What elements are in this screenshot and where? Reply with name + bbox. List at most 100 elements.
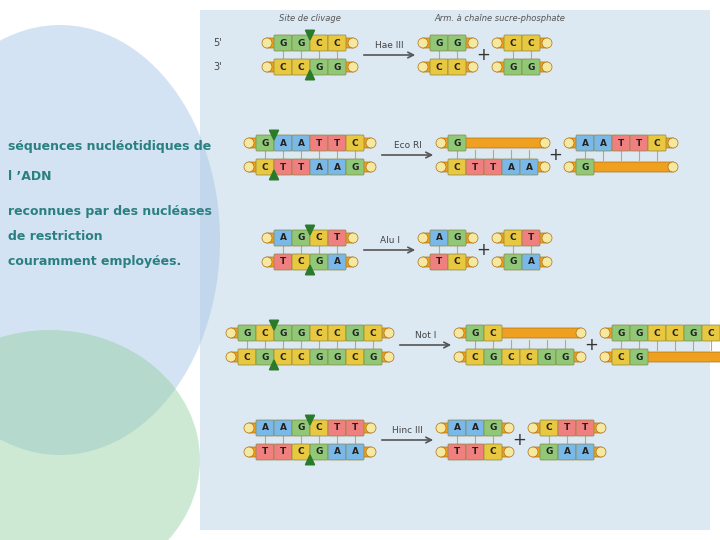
Text: +: +	[548, 146, 562, 164]
Text: G: G	[689, 328, 697, 338]
FancyBboxPatch shape	[568, 162, 674, 172]
Text: Alu I: Alu I	[379, 236, 400, 245]
FancyBboxPatch shape	[346, 420, 364, 436]
Text: G: G	[261, 353, 269, 361]
Text: G: G	[544, 353, 551, 361]
FancyBboxPatch shape	[422, 62, 474, 72]
Polygon shape	[305, 30, 315, 40]
FancyBboxPatch shape	[430, 59, 448, 75]
Circle shape	[348, 233, 358, 243]
Polygon shape	[305, 225, 315, 235]
FancyBboxPatch shape	[346, 135, 364, 151]
Text: A: A	[436, 233, 443, 242]
Polygon shape	[305, 415, 315, 425]
Text: A: A	[333, 258, 341, 267]
Circle shape	[418, 257, 428, 267]
FancyBboxPatch shape	[522, 35, 540, 51]
Text: C: C	[315, 423, 323, 433]
Text: G: G	[617, 328, 625, 338]
FancyBboxPatch shape	[558, 420, 576, 436]
Circle shape	[348, 62, 358, 72]
FancyBboxPatch shape	[466, 349, 484, 365]
Text: Arm. à chaîne sucre-phosphate: Arm. à chaîne sucre-phosphate	[435, 14, 565, 23]
Text: Not I: Not I	[415, 331, 436, 340]
Polygon shape	[305, 70, 315, 80]
FancyBboxPatch shape	[248, 138, 372, 148]
FancyBboxPatch shape	[440, 162, 546, 172]
FancyBboxPatch shape	[502, 349, 520, 365]
Text: C: C	[261, 328, 269, 338]
FancyBboxPatch shape	[292, 59, 310, 75]
Circle shape	[244, 162, 254, 172]
FancyBboxPatch shape	[430, 230, 448, 246]
Circle shape	[600, 328, 610, 338]
Circle shape	[244, 138, 254, 148]
FancyBboxPatch shape	[448, 444, 466, 460]
Text: G: G	[581, 163, 589, 172]
FancyBboxPatch shape	[440, 138, 546, 148]
Circle shape	[540, 138, 550, 148]
Text: G: G	[297, 423, 305, 433]
Polygon shape	[269, 360, 279, 370]
Text: G: G	[509, 258, 517, 267]
Text: C: C	[526, 353, 532, 361]
FancyBboxPatch shape	[292, 230, 310, 246]
Text: G: G	[472, 328, 479, 338]
Text: A: A	[351, 448, 359, 456]
Text: G: G	[490, 423, 497, 433]
FancyBboxPatch shape	[310, 230, 328, 246]
Text: G: G	[333, 353, 341, 361]
FancyBboxPatch shape	[422, 257, 474, 267]
Circle shape	[384, 352, 394, 362]
FancyBboxPatch shape	[504, 59, 522, 75]
Circle shape	[468, 257, 478, 267]
Polygon shape	[305, 265, 315, 275]
Text: Site de clivage: Site de clivage	[279, 14, 341, 23]
FancyBboxPatch shape	[266, 233, 354, 243]
Text: G: G	[351, 163, 359, 172]
FancyBboxPatch shape	[364, 349, 382, 365]
Text: G: G	[297, 328, 305, 338]
FancyBboxPatch shape	[496, 257, 548, 267]
FancyBboxPatch shape	[666, 325, 684, 341]
FancyBboxPatch shape	[466, 420, 484, 436]
Text: T: T	[564, 423, 570, 433]
FancyBboxPatch shape	[328, 135, 346, 151]
Circle shape	[436, 447, 446, 457]
FancyBboxPatch shape	[448, 254, 466, 270]
Text: G: G	[545, 448, 553, 456]
Circle shape	[262, 38, 272, 48]
Text: +: +	[584, 336, 598, 354]
Text: 3': 3'	[213, 62, 222, 72]
FancyBboxPatch shape	[522, 254, 540, 270]
Text: +: +	[512, 431, 526, 449]
Text: G: G	[635, 328, 643, 338]
Circle shape	[366, 423, 376, 433]
Text: G: G	[333, 63, 341, 71]
FancyBboxPatch shape	[310, 59, 328, 75]
Text: G: G	[454, 138, 461, 147]
Text: A: A	[582, 138, 588, 147]
Text: C: C	[279, 63, 287, 71]
FancyBboxPatch shape	[310, 159, 328, 175]
FancyBboxPatch shape	[310, 349, 328, 365]
FancyBboxPatch shape	[292, 325, 310, 341]
Text: T: T	[298, 163, 304, 172]
FancyBboxPatch shape	[274, 325, 292, 341]
Text: C: C	[490, 448, 496, 456]
FancyBboxPatch shape	[274, 444, 292, 460]
Text: C: C	[297, 353, 305, 361]
FancyBboxPatch shape	[274, 420, 292, 436]
FancyBboxPatch shape	[458, 328, 582, 338]
Text: C: C	[654, 328, 660, 338]
Text: G: G	[315, 448, 323, 456]
Text: G: G	[351, 328, 359, 338]
FancyBboxPatch shape	[448, 230, 466, 246]
FancyBboxPatch shape	[448, 135, 466, 151]
FancyBboxPatch shape	[346, 349, 364, 365]
Ellipse shape	[0, 330, 200, 540]
FancyBboxPatch shape	[466, 444, 484, 460]
Circle shape	[348, 38, 358, 48]
Text: C: C	[315, 328, 323, 338]
Text: T: T	[352, 423, 358, 433]
